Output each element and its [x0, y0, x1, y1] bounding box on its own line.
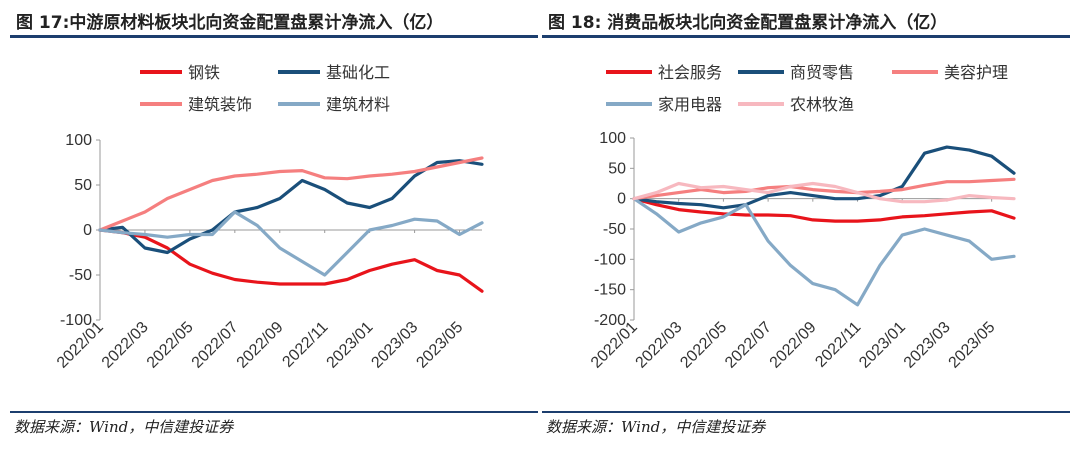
left-line-chart: -100-500501002022/012022/032022/052022/0…	[54, 63, 484, 372]
legend-label: 钢铁	[188, 63, 220, 82]
y-tick-label: -100	[594, 251, 626, 268]
source-rule	[10, 411, 538, 413]
x-tick-label: 2022/05	[677, 319, 730, 372]
series-line-3	[632, 177, 1016, 201]
y-tick-label: -100	[60, 312, 92, 329]
x-tick-label: 2023/05	[413, 319, 466, 372]
x-tick-label: 2022/03	[99, 319, 152, 372]
source-rule	[542, 411, 1070, 413]
series-line-2	[632, 145, 1016, 210]
x-tick-label: 2022/11	[279, 319, 331, 371]
series-line-4	[632, 197, 1016, 307]
y-tick-label: 0	[83, 222, 92, 239]
legend-label: 美容护理	[944, 63, 1008, 82]
series-line-1	[98, 228, 484, 293]
x-tick-label: 2023/03	[901, 319, 954, 372]
legend-label: 农林牧渔	[790, 95, 854, 114]
title-rule	[542, 35, 1070, 38]
y-tick-label: -50	[603, 221, 626, 238]
legend-label: 建筑装饰	[188, 95, 252, 114]
right-chart-panel: 图 18: 消费品板块北向资金配置盘累计净流入（亿） -200 -150 -100 -…	[542, 0, 1070, 451]
legend-label: 基础化工	[326, 63, 390, 82]
y-tick-label: -150	[594, 282, 626, 299]
y-tick-label: 50	[608, 160, 626, 177]
right-line-chart: -200-150-100-500501002022/012022/032022/…	[588, 63, 1016, 372]
x-tick-label: 2023/01	[856, 319, 909, 372]
series-line-2	[98, 159, 484, 255]
legend-label: 商贸零售	[790, 63, 854, 82]
x-tick-label: 2023/03	[368, 319, 421, 372]
series-line-1	[632, 197, 1016, 223]
y-tick-label: 100	[599, 130, 626, 147]
legend-label: 建筑材料	[326, 95, 390, 114]
y-tick-label: -50	[69, 267, 92, 284]
x-tick-label: 2023/01	[324, 319, 377, 372]
x-tick-label: 2022/11	[812, 319, 864, 371]
source-note: 数据来源：Wind，中信建投证券	[546, 418, 766, 436]
y-tick-label: 50	[74, 177, 92, 194]
x-tick-label: 2022/03	[633, 319, 686, 372]
x-tick-label: 2022/09	[767, 319, 820, 372]
x-tick-label: 2022/05	[144, 319, 197, 372]
y-tick-label: -200	[594, 312, 626, 329]
source-note: 数据来源：Wind，中信建投证券	[14, 418, 234, 436]
chart-title: 图 17:中游原材料板块北向资金配置盘累计净流入（亿）	[16, 13, 444, 33]
legend-label: 社会服务	[658, 63, 722, 82]
x-tick-label: 2023/05	[946, 319, 999, 372]
series-line-4	[98, 210, 484, 277]
x-tick-label: 2022/07	[722, 319, 775, 372]
y-tick-label: 100	[65, 132, 92, 149]
chart-title: 图 18: 消费品板块北向资金配置盘累计净流入（亿）	[548, 13, 948, 33]
x-tick-label: 2022/09	[234, 319, 287, 372]
title-rule	[10, 35, 538, 38]
left-chart-panel: 图 17:中游原材料板块北向资金配置盘累计净流入（亿） -100 -50 0 50 10…	[10, 0, 538, 451]
series-line-3	[98, 156, 484, 232]
x-tick-label: 2022/07	[189, 319, 242, 372]
series-line-5	[632, 181, 1016, 204]
legend-label: 家用电器	[658, 95, 722, 114]
y-tick-label: 0	[617, 191, 626, 208]
